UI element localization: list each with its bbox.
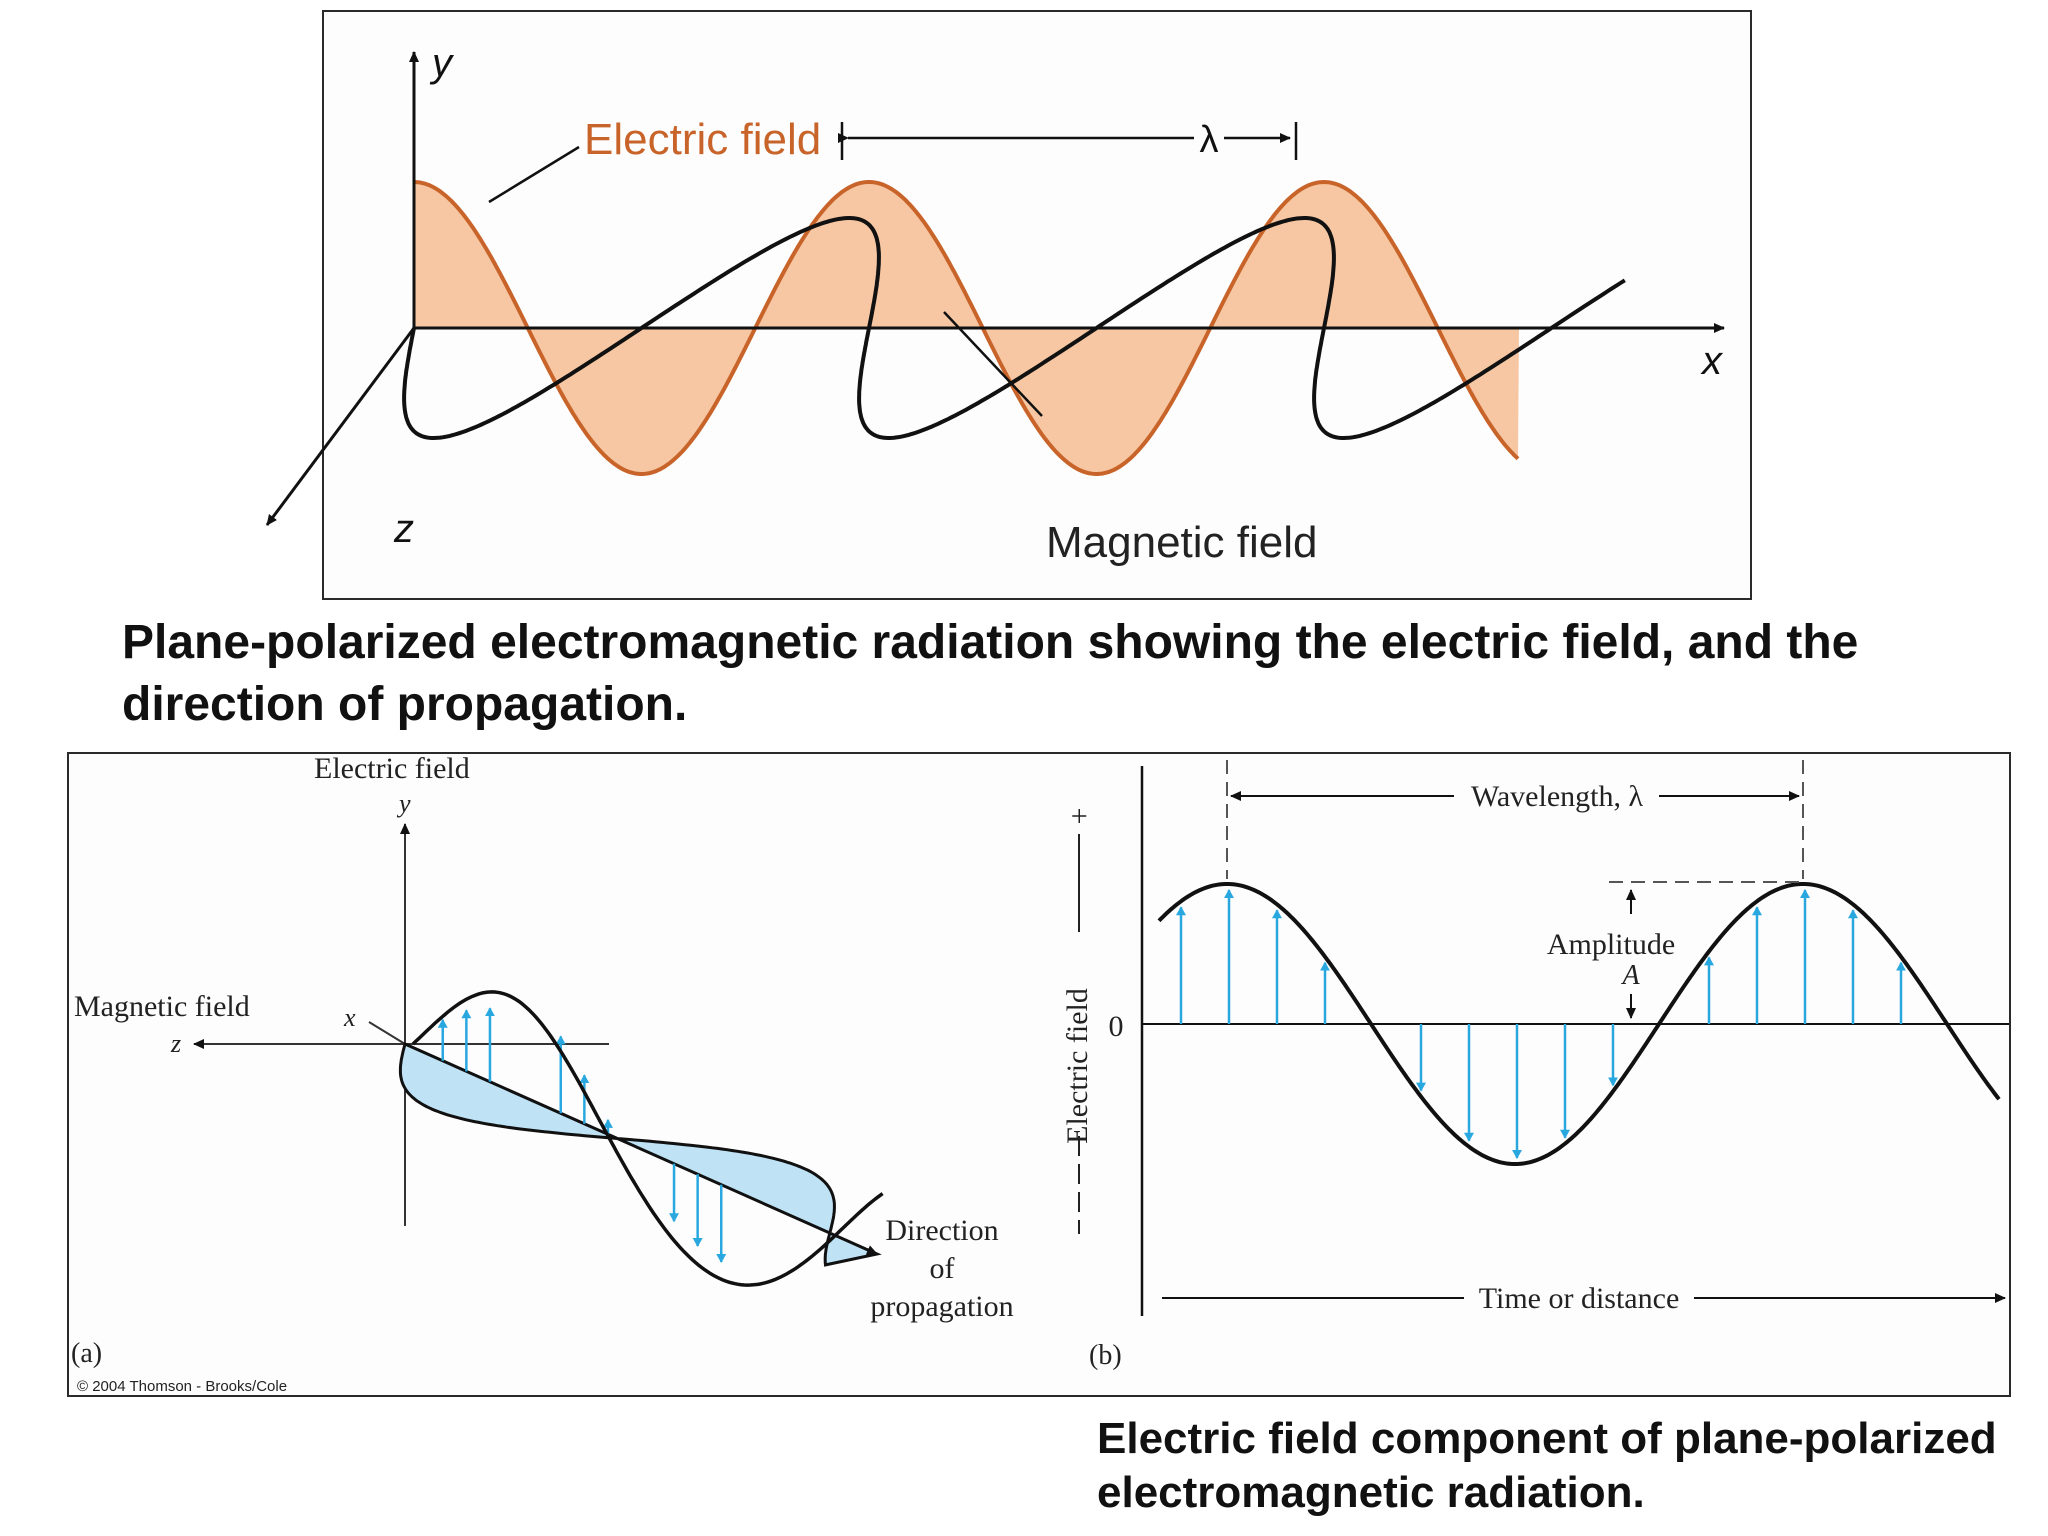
fig-a-magnetic-lobes <box>398 1041 882 1267</box>
fig-b-amplitude-symbol: A <box>1620 960 1640 991</box>
fig-b-plus-label: + <box>1063 808 1096 825</box>
magnetic-field-wave <box>402 216 1626 440</box>
axis-z-label: z <box>393 507 414 551</box>
axis-y-label: y <box>429 41 455 85</box>
top-caption: Plane-polarized electromagnetic radiatio… <box>122 616 1859 731</box>
fig-b-sine-wave <box>1157 882 2001 1166</box>
figure-a: Electric field y Magnetic field x z Dire… <box>71 752 1014 1395</box>
fig-b-wavelength-label: Wavelength, λ <box>1471 780 1644 813</box>
fig-a-magnetic-label: Magnetic field <box>74 990 250 1023</box>
fig-a-electric-wave <box>411 990 884 1287</box>
fig-a-electric-label: Electric field <box>314 752 470 785</box>
magnetic-field-label: Magnetic field <box>1046 518 1317 567</box>
fig-a-direction-line2: of <box>930 1252 955 1285</box>
fig-a-copyright: © 2004 Thomson - Brooks/Cole <box>77 1378 287 1395</box>
figure-b: Wavelength, λ Amplitude A Electric field… <box>1061 760 2009 1371</box>
axis-x-label: x <box>1700 339 1724 383</box>
bottom-figures-svg: Electric field y Magnetic field x z Dire… <box>71 752 2009 1395</box>
fig-b-time-axis-label: Time or distance <box>1479 1282 1680 1315</box>
fig-a-panel-label: (a) <box>71 1338 102 1369</box>
fig-a-propagation-axis <box>404 1043 878 1255</box>
electric-field-curve <box>413 179 1520 476</box>
fig-a-axis-z: z <box>170 1029 181 1058</box>
magnetic-leader-line <box>943 311 1043 417</box>
fig-b-zero-label: 0 <box>1109 1010 1124 1043</box>
fig-a-direction-line3: propagation <box>870 1290 1013 1323</box>
bottom-diagram-panel: Electric field y Magnetic field x z Dire… <box>67 752 2011 1397</box>
fig-a-electric-curve <box>411 990 884 1287</box>
fig-b-y-axis-label: Electric field <box>1061 988 1094 1144</box>
fig-a-axis-y: y <box>396 789 411 818</box>
fig-b-amplitude-label: Amplitude <box>1547 928 1675 961</box>
electric-leader-line <box>488 145 580 204</box>
fig-b-field-arrows <box>1176 889 1906 1159</box>
fig-a-axis-x: x <box>343 1003 356 1032</box>
wavelength-marker <box>838 122 1298 160</box>
top-diagram-panel: λ Electric field Magnetic field y x z <box>265 10 1752 600</box>
z-axis <box>265 327 416 526</box>
bottom-caption: Electric field component of plane-polari… <box>1097 1414 1997 1517</box>
fig-a-direction-line1: Direction <box>885 1214 998 1247</box>
electric-field-label: Electric field <box>584 115 821 164</box>
top-wave-svg: λ Electric field Magnetic field y x z <box>265 41 1725 567</box>
fig-b-panel-label: (b) <box>1089 1340 1122 1371</box>
magnetic-field-curve <box>402 216 1626 440</box>
fig-a-field-arrows <box>437 1007 727 1264</box>
fig-a-magnetic-shape <box>398 1041 882 1267</box>
fig-a-x-axis-stub <box>368 1021 406 1045</box>
wavelength-symbol: λ <box>1200 119 1219 161</box>
